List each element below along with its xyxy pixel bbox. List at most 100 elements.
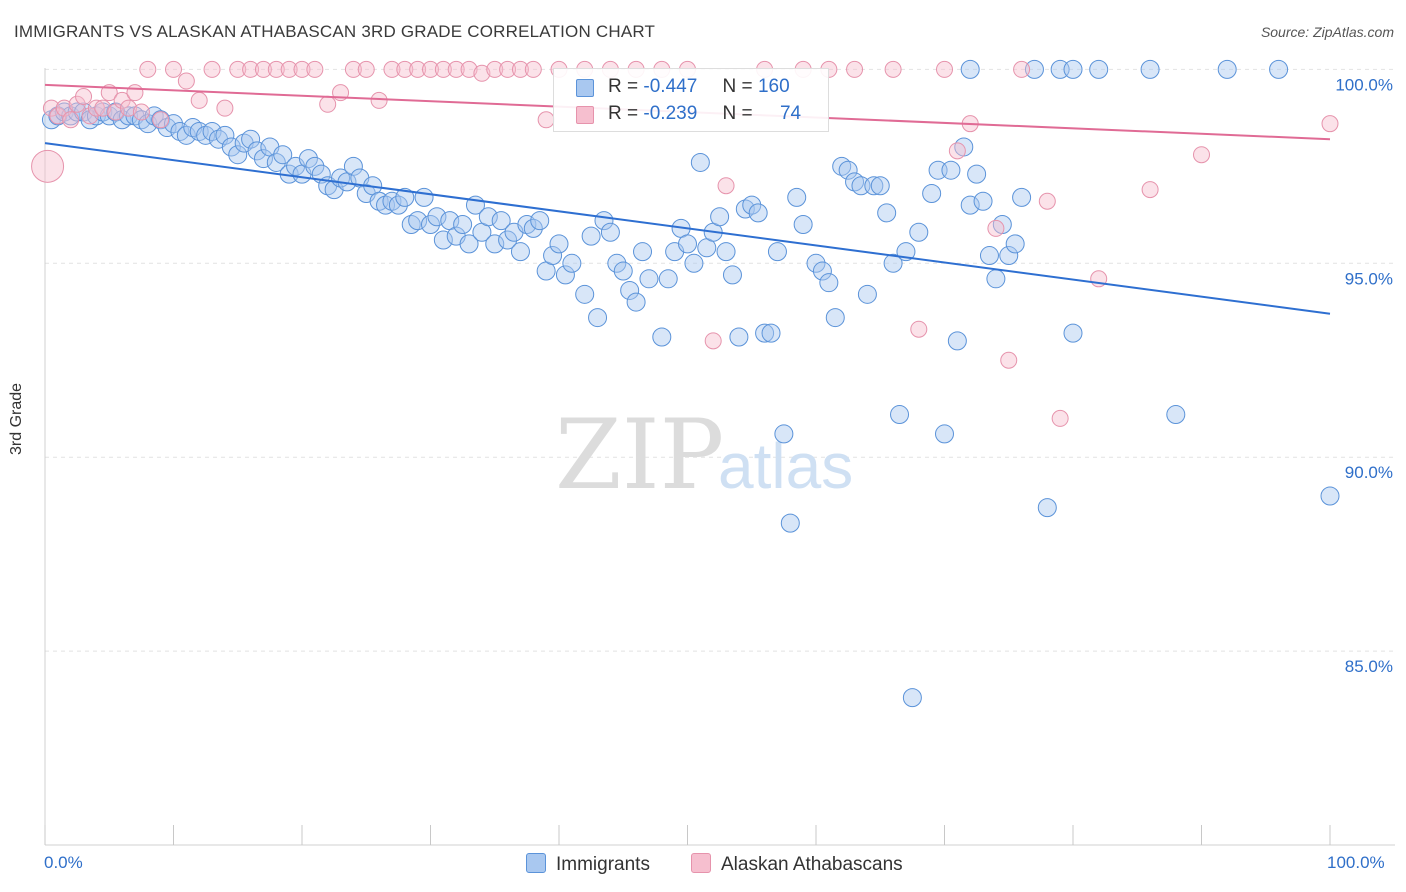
immigrants-point <box>883 253 903 273</box>
y-tick-labels: 100.0% 95.0% 90.0% 85.0% <box>1335 75 1393 676</box>
athabascan-point <box>344 60 362 78</box>
legend-n-value-immigrants: 160 <box>757 76 790 97</box>
athabascan-point <box>486 60 504 78</box>
immigrants-point <box>408 211 428 231</box>
immigrants-point <box>459 234 479 254</box>
stats-legend: R = -0.447 N = 160 R = -0.239 N = 74 <box>553 68 829 132</box>
watermark-atlas: atlas <box>718 430 853 502</box>
immigrants-point <box>890 405 910 425</box>
immigrants-point <box>793 215 813 235</box>
immigrants-point <box>979 246 999 266</box>
bottom-legend-athabascan: Alaskan Athabascans <box>691 853 903 876</box>
athabascan-points <box>31 60 1339 427</box>
bottom-legend-immigrants: Immigrants <box>526 853 650 876</box>
athabascan-point <box>216 99 234 117</box>
immigrants-trend-line <box>44 142 1331 315</box>
immigrants-point <box>973 191 993 211</box>
athabascan-point <box>75 88 93 106</box>
legend-n-label: N = <box>722 103 753 124</box>
immigrants-point <box>960 195 980 215</box>
athabascan-point <box>267 60 285 78</box>
immigrants-point <box>588 308 608 328</box>
legend-r-label: R = <box>608 76 639 97</box>
immigrants-point <box>857 284 877 304</box>
immigrants-point <box>549 234 569 254</box>
immigrants-point <box>530 211 550 231</box>
immigrants-point <box>1063 59 1083 79</box>
y-tick-label: 95.0% <box>1345 269 1393 288</box>
immigrants-point <box>986 269 1006 289</box>
immigrants-point <box>388 195 408 215</box>
immigrants-point <box>228 145 248 165</box>
athabascan-point <box>1013 60 1031 78</box>
immigrants-point <box>658 269 678 289</box>
immigrants-point <box>902 688 922 708</box>
immigrants-point <box>221 137 241 157</box>
immigrants-point <box>626 292 646 312</box>
immigrants-point <box>433 230 453 250</box>
legend-r-label: R = <box>608 103 639 124</box>
immigrants-point <box>575 284 595 304</box>
immigrants-point <box>999 246 1019 266</box>
athabascan-point <box>948 142 966 160</box>
bottom-legend-swatch-immigrants <box>526 853 546 873</box>
immigrants-point <box>600 222 620 242</box>
athabascan-point <box>1000 351 1018 369</box>
immigrants-point <box>613 261 633 281</box>
immigrants-point <box>620 280 640 300</box>
immigrants-point <box>825 308 845 328</box>
athabascan-point <box>383 60 401 78</box>
athabascan-point <box>1193 146 1210 164</box>
legend-swatch-athabascan <box>576 106 594 124</box>
athabascan-point <box>319 95 337 113</box>
athabascan-point <box>460 60 478 78</box>
legend-n-value-athabascan: 74 <box>779 103 802 124</box>
immigrants-point <box>414 187 434 207</box>
athabascan-point <box>139 60 157 78</box>
athabascan-point <box>936 60 953 78</box>
athabascan-point <box>422 60 439 78</box>
athabascan-point <box>62 111 80 129</box>
immigrants-point <box>639 269 659 289</box>
bottom-legend-label-immigrants: Immigrants <box>556 854 650 875</box>
athabascan-point <box>229 60 247 78</box>
immigrants-point <box>581 226 601 246</box>
immigrants-point <box>652 327 672 347</box>
athabascan-point <box>254 60 272 78</box>
athabascan-point <box>280 60 298 78</box>
athabascan-point <box>473 64 491 82</box>
immigrants-point <box>510 242 530 262</box>
immigrants-point <box>395 187 415 207</box>
athabascan-point <box>177 72 195 90</box>
immigrants-point <box>633 242 653 262</box>
bottom-legend-swatch-athabascan <box>691 853 711 873</box>
y-tick-label: 100.0% <box>1335 75 1393 94</box>
immigrants-point <box>607 253 627 273</box>
immigrants-point <box>1012 187 1032 207</box>
immigrants-point <box>716 242 736 262</box>
chart-title: IMMIGRANTS VS ALASKAN ATHABASCAN 3RD GRA… <box>14 22 656 41</box>
legend-swatch-immigrants <box>576 79 594 97</box>
immigrants-point <box>543 246 563 266</box>
athabascan-point <box>1051 409 1069 427</box>
immigrants-point <box>485 234 505 254</box>
athabascan-point <box>717 177 735 195</box>
athabascan-point <box>370 91 388 109</box>
legend-r-value-immigrants: -0.447 <box>643 76 698 97</box>
immigrants-point <box>253 149 273 169</box>
immigrants-point <box>870 176 890 196</box>
immigrants-point <box>947 331 967 351</box>
immigrants-point <box>555 265 575 285</box>
immigrants-point <box>1217 59 1237 79</box>
legend-r-value-athabascan: -0.239 <box>643 103 698 124</box>
immigrants-point <box>421 215 440 235</box>
immigrants-point <box>1320 486 1340 506</box>
immigrants-point <box>266 152 286 172</box>
immigrants-point <box>176 125 196 145</box>
immigrants-point <box>722 265 742 285</box>
legend-n-label: N = <box>722 76 753 97</box>
immigrants-point <box>298 149 318 169</box>
athabascan-point <box>987 219 1005 237</box>
bottom-legend-label-athabascan: Alaskan Athabascans <box>721 854 903 875</box>
immigrants-point <box>774 424 794 444</box>
